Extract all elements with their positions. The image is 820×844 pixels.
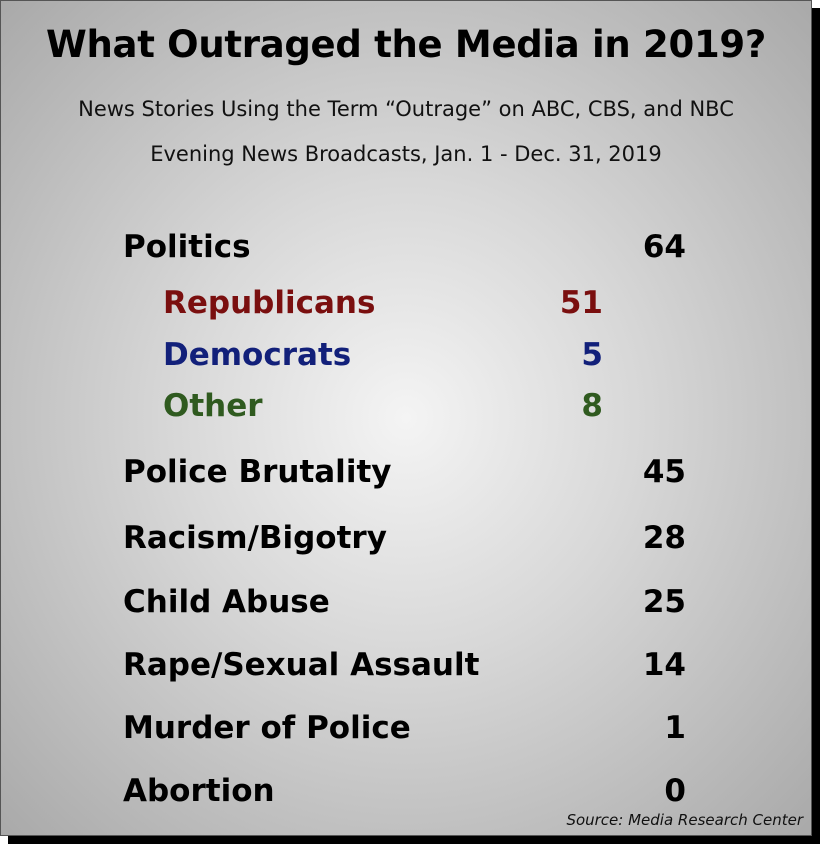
row-label: Abortion xyxy=(123,773,275,809)
row-label: Racism/Bigotry xyxy=(123,520,387,556)
row-value: 64 xyxy=(642,229,686,265)
row-value: 0 xyxy=(664,773,686,809)
row-value: 5 xyxy=(581,337,603,373)
row-label: Murder of Police xyxy=(123,710,411,746)
row-label: Other xyxy=(163,388,263,424)
subtitle-line-2: Evening News Broadcasts, Jan. 1 - Dec. 3… xyxy=(150,142,662,166)
row-value: 14 xyxy=(642,647,686,683)
row-label: Child Abuse xyxy=(123,584,330,620)
subtitle-line-1: News Stories Using the Term “Outrage” on… xyxy=(78,97,734,121)
row-value: 25 xyxy=(642,584,686,620)
row-value: 45 xyxy=(642,454,686,490)
row-value: 8 xyxy=(581,388,603,424)
row-label: Rape/Sexual Assault xyxy=(123,647,480,683)
row-value: 51 xyxy=(559,285,603,321)
source-note: Source: Media Research Center xyxy=(566,811,803,829)
row-label: Politics xyxy=(123,229,251,265)
row-label: Democrats xyxy=(163,337,352,373)
row-value: 28 xyxy=(642,520,686,556)
row-label: Police Brutality xyxy=(123,454,392,490)
row-value: 1 xyxy=(664,710,686,746)
row-label: Republicans xyxy=(163,285,376,321)
chart-title: What Outraged the Media in 2019? xyxy=(45,23,766,66)
